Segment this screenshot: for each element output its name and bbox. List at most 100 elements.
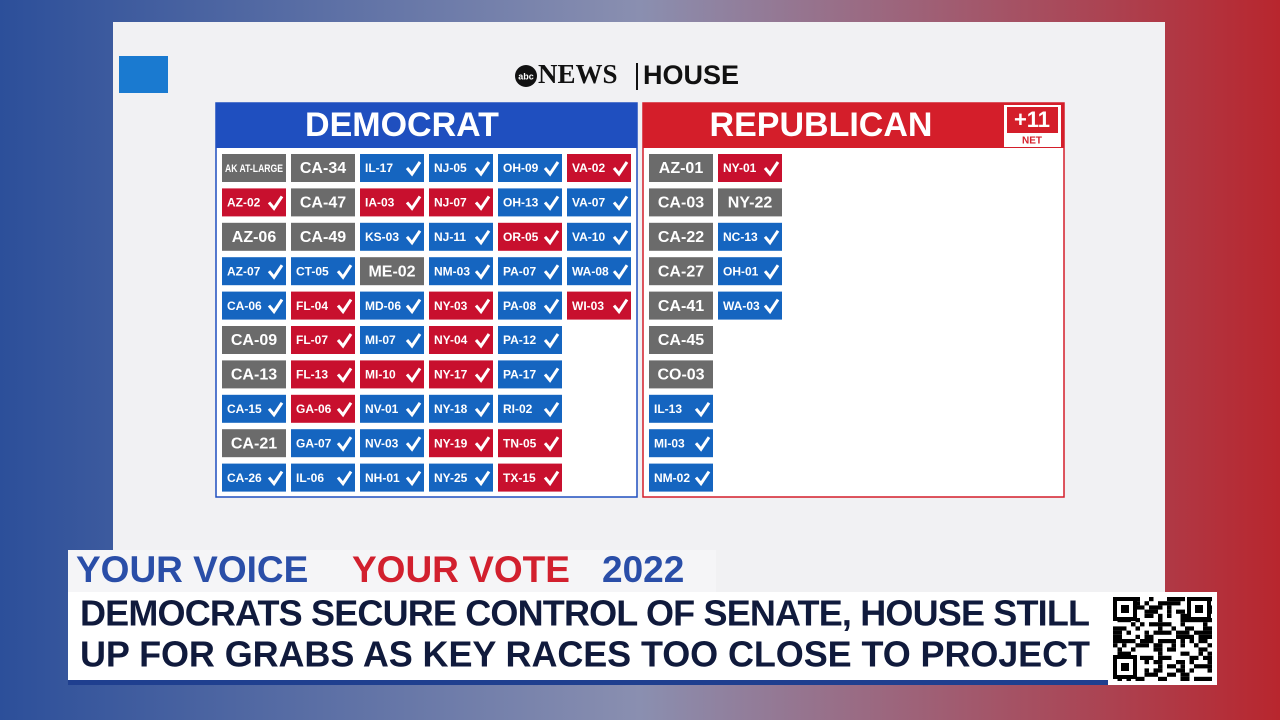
race-label: AZ-02	[227, 196, 261, 210]
qr-module	[1158, 601, 1163, 606]
check-mark	[612, 195, 629, 211]
race-tile	[718, 257, 782, 286]
check-mark	[694, 436, 711, 452]
qr-module	[1167, 672, 1172, 677]
race-label: NM-02	[654, 471, 690, 485]
qr-module	[1131, 622, 1136, 627]
race-tile	[360, 188, 424, 217]
check-mark	[336, 436, 353, 452]
race-tile	[498, 360, 562, 389]
qr-module	[1131, 639, 1136, 644]
qr-module	[1113, 639, 1118, 644]
headline-box	[68, 592, 1108, 685]
race-label: AZ-01	[659, 160, 704, 177]
race-tile	[291, 188, 355, 217]
qr-module	[1153, 647, 1158, 652]
qr-module	[1162, 676, 1167, 681]
race-label: NY-19	[434, 436, 468, 450]
qr-module	[1153, 605, 1158, 610]
qr-module	[1144, 613, 1149, 618]
check-mark	[763, 298, 780, 315]
check-mark	[474, 161, 491, 177]
check-mark	[543, 161, 560, 177]
race-label: CA-06	[227, 299, 262, 313]
qr-module	[1203, 630, 1208, 635]
qr-module	[1144, 609, 1149, 614]
qr-module	[1185, 672, 1190, 677]
qr-pattern	[1113, 597, 1212, 681]
race-tile	[222, 394, 286, 423]
race-tile	[498, 257, 562, 286]
qr-finder	[1121, 605, 1129, 613]
qr-module	[1167, 655, 1172, 660]
qr-module	[1140, 655, 1145, 660]
qr-module	[1131, 647, 1136, 652]
qr-module	[1180, 618, 1185, 623]
logo-brand: NEWS	[538, 59, 618, 89]
qr-module	[1203, 676, 1208, 681]
check-mark	[474, 436, 491, 452]
race-tile	[718, 291, 782, 320]
qr-module	[1167, 639, 1172, 644]
qr-module	[1122, 639, 1127, 644]
qr-module	[1167, 630, 1172, 635]
check-mark	[336, 333, 353, 349]
slogan-bar	[68, 550, 716, 592]
qr-module	[1207, 660, 1212, 665]
race-tile	[360, 394, 424, 423]
race-label: CA-22	[658, 229, 704, 246]
qr-module	[1158, 605, 1163, 610]
race-tile	[429, 360, 493, 389]
check-mark	[405, 195, 422, 211]
race-tile	[291, 429, 355, 458]
qr-module	[1149, 622, 1154, 627]
qr-module	[1194, 664, 1199, 669]
qr-module	[1207, 668, 1212, 673]
qr-module	[1149, 639, 1154, 644]
race-tile	[498, 429, 562, 458]
check-mark	[405, 298, 422, 315]
race-tile	[360, 429, 424, 458]
qr-module	[1194, 630, 1199, 635]
check-mark	[474, 195, 491, 211]
race-tile	[222, 154, 286, 182]
race-tile	[222, 326, 286, 354]
race-tile	[360, 291, 424, 320]
qr-module	[1135, 676, 1140, 681]
race-label: NY-04	[434, 333, 468, 347]
qr-module	[1126, 651, 1131, 656]
race-tile	[498, 463, 562, 492]
qr-module	[1207, 634, 1212, 639]
race-tile	[429, 291, 493, 320]
race-label: CT-05	[296, 264, 329, 278]
qr-module	[1180, 660, 1185, 665]
race-tile	[222, 222, 286, 251]
race-label: NJ-05	[434, 161, 467, 175]
qr-finder	[1121, 663, 1129, 671]
check-mark	[612, 298, 629, 315]
qr-module	[1167, 613, 1172, 618]
qr-module	[1189, 660, 1194, 665]
race-label: WA-08	[572, 264, 609, 278]
qr-module	[1158, 630, 1163, 635]
check-mark	[336, 470, 353, 487]
qr-module	[1153, 643, 1158, 648]
qr-module	[1135, 618, 1140, 623]
qr-module	[1185, 651, 1190, 656]
qr-module	[1135, 626, 1140, 631]
race-label: GA-07	[296, 436, 332, 450]
race-label: NY-01	[723, 161, 757, 175]
race-tile	[718, 154, 782, 182]
race-tile	[360, 257, 424, 286]
qr-module	[1153, 630, 1158, 635]
race-label: PA-07	[503, 264, 536, 278]
check-mark	[612, 229, 629, 246]
race-label: NC-13	[723, 230, 758, 244]
qr-module	[1185, 676, 1190, 681]
qr-module	[1171, 643, 1176, 648]
race-tile	[429, 154, 493, 182]
race-tile	[291, 154, 355, 182]
headline-line: DEMOCRATS SECURE CONTROL OF SENATE, HOUS…	[80, 593, 1090, 634]
race-tile	[567, 291, 631, 320]
qr-module	[1180, 613, 1185, 618]
